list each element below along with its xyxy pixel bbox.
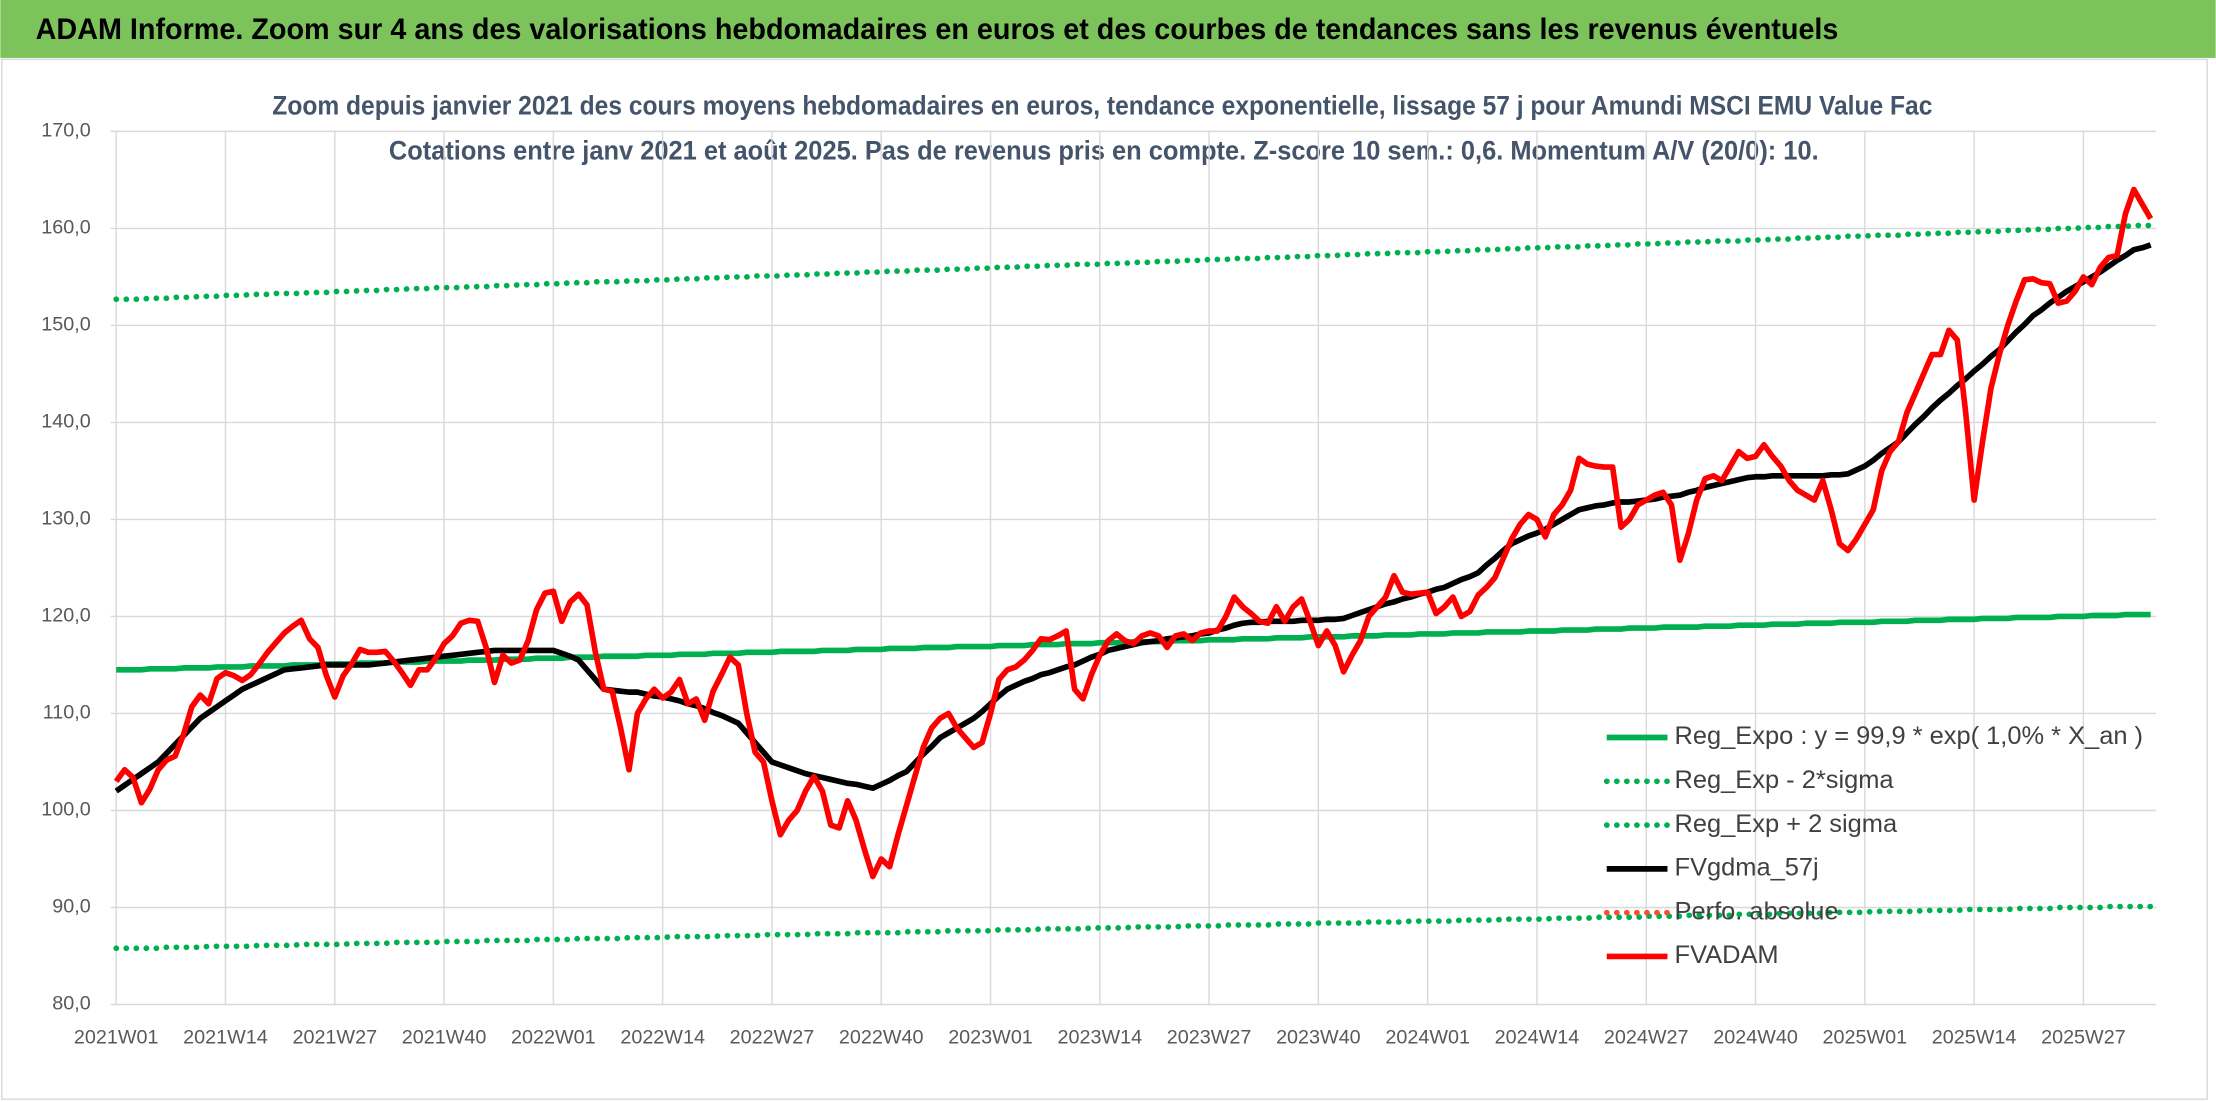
x-tick-label: 2023W40 xyxy=(1276,1027,1361,1049)
y-tick-label: 130,0 xyxy=(41,508,90,530)
x-tick-label: 2021W01 xyxy=(74,1027,159,1049)
x-tick-label: 2021W27 xyxy=(292,1027,377,1049)
x-tick-label: 2022W27 xyxy=(730,1027,815,1049)
legend-label: Reg_Exp - 2*sigma xyxy=(1675,766,1895,794)
banner-bar xyxy=(0,0,2216,58)
chart-frame xyxy=(1,58,2208,1100)
legend-label: Reg_Expo : y = 99,9 * exp( 1,0% * X_an ) xyxy=(1675,722,2143,750)
x-tick-label: 2024W27 xyxy=(1604,1027,1689,1049)
legend-label: Reg_Exp + 2 sigma xyxy=(1675,810,1898,838)
legend-label: Perfo. absolue xyxy=(1675,897,1839,925)
x-tick-label: 2022W01 xyxy=(511,1027,596,1049)
x-tick-label: 2025W01 xyxy=(1823,1027,1908,1049)
y-tick-label: 170,0 xyxy=(41,120,90,142)
x-tick-label: 2022W14 xyxy=(620,1027,705,1049)
legend-label: FVgdma_57j xyxy=(1675,854,1819,882)
y-tick-label: 110,0 xyxy=(43,702,91,724)
y-tick-label: 80,0 xyxy=(52,993,90,1015)
x-tick-label: 2021W40 xyxy=(402,1027,487,1049)
x-tick-label: 2023W14 xyxy=(1057,1027,1142,1049)
y-tick-label: 100,0 xyxy=(41,799,90,821)
x-tick-label: 2023W01 xyxy=(948,1027,1033,1049)
x-tick-label: 2025W14 xyxy=(1932,1027,2017,1049)
x-tick-label: 2023W27 xyxy=(1167,1027,1252,1049)
series-line xyxy=(113,903,2154,952)
x-tick-label: 2024W14 xyxy=(1495,1027,1580,1049)
y-tick-label: 140,0 xyxy=(41,411,90,433)
y-tick-label: 160,0 xyxy=(41,217,90,239)
y-tick-label: 150,0 xyxy=(41,314,90,336)
series-line xyxy=(113,186,2154,880)
x-tick-label: 2022W40 xyxy=(839,1027,924,1049)
series-line xyxy=(113,222,2154,303)
y-tick-label: 120,0 xyxy=(41,605,90,627)
x-tick-label: 2024W01 xyxy=(1385,1027,1470,1049)
x-tick-label: 2021W14 xyxy=(183,1027,268,1049)
y-tick-label: 90,0 xyxy=(52,896,90,918)
chart-subtitle: Zoom depuis janvier 2021 des cours moyen… xyxy=(272,90,1932,120)
banner-title: ADAM Informe. Zoom sur 4 ans des valoris… xyxy=(36,13,1839,46)
legend-label: FVADAM xyxy=(1675,941,1779,969)
x-tick-label: 2024W40 xyxy=(1713,1027,1798,1049)
x-tick-label: 2025W27 xyxy=(2041,1027,2126,1049)
chart-subtitle: Cotations entre janv 2021 et août 2025. … xyxy=(389,136,1819,166)
